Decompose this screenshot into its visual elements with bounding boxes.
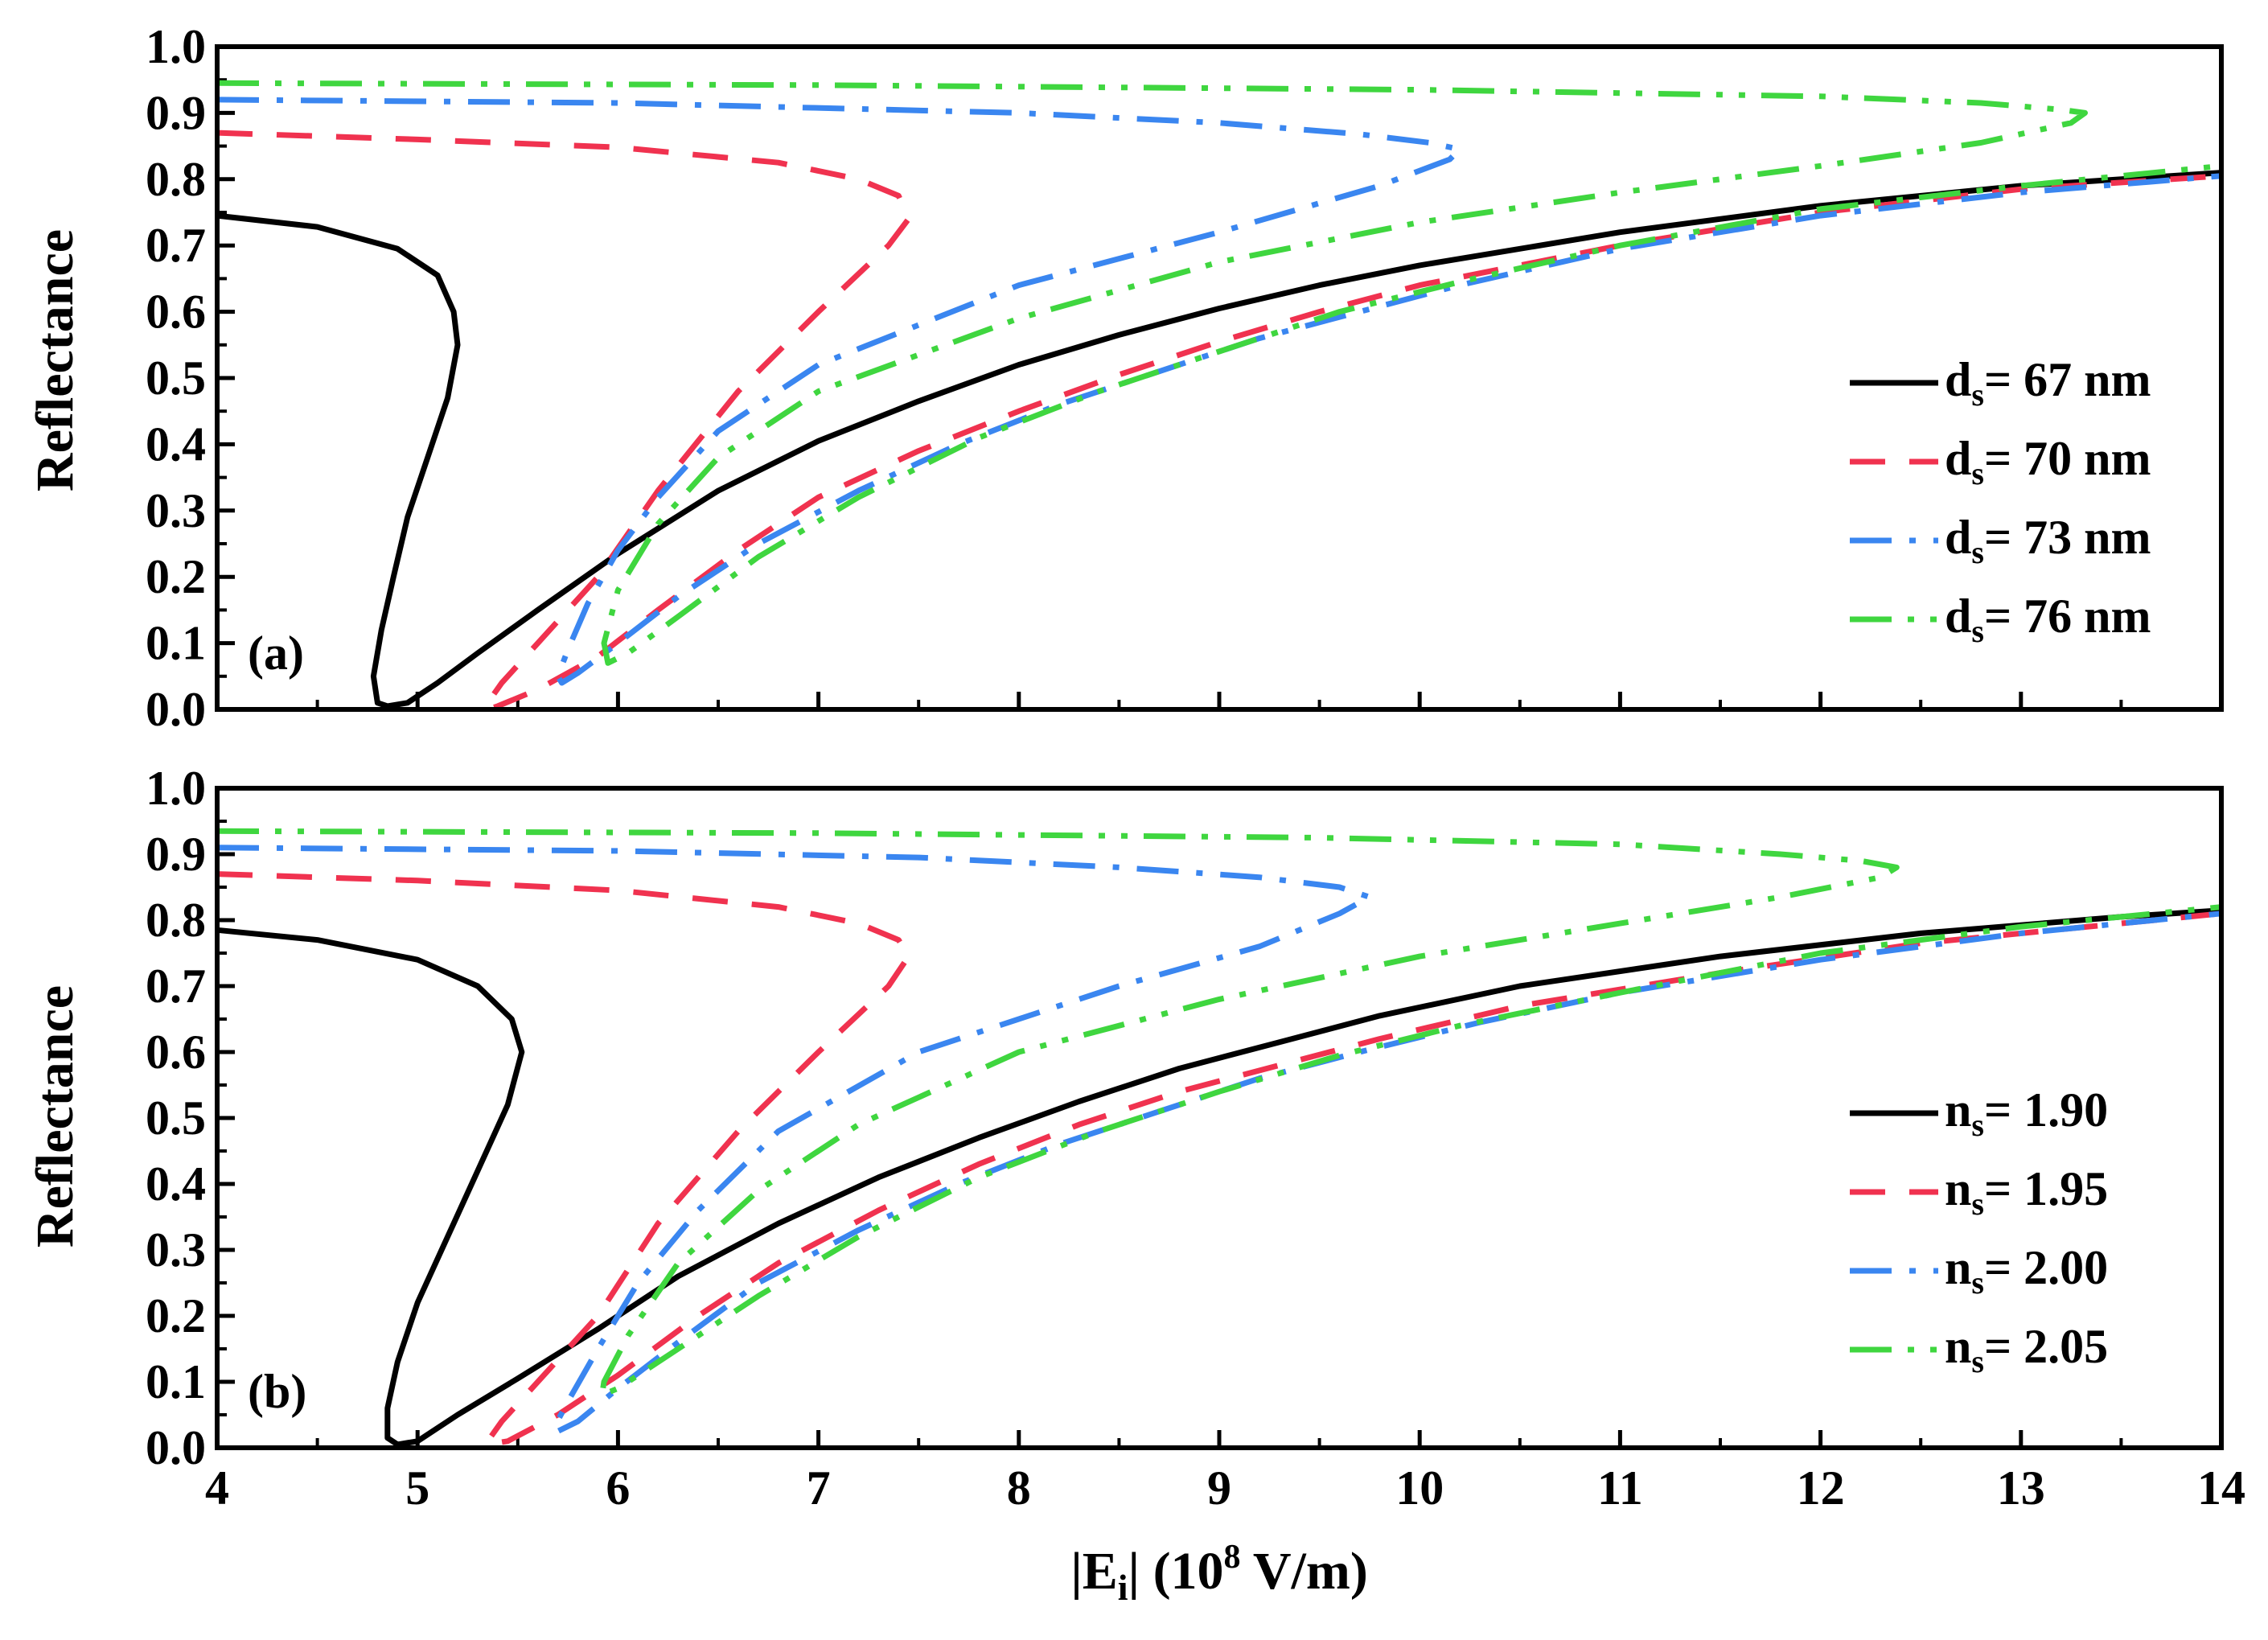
legend-label-prefix: d — [1945, 353, 1971, 406]
y-tick-label: 0.2 — [146, 1289, 206, 1342]
x-axis-title-sub: i — [1118, 1567, 1128, 1608]
series-line-black — [216, 907, 2222, 1448]
legend-label-prefix: n — [1945, 1083, 1971, 1136]
y-tick-label: 0.0 — [146, 683, 206, 736]
curves-b — [216, 828, 2222, 1448]
ticks-a: 0.0 0.1 0.2 0.3 0.4 0.5 0.6 0.7 0.8 0.9 1.0 — [146, 20, 2224, 736]
x-axis-title-main: |E — [1070, 1542, 1118, 1601]
y-tick-label: 0.0 — [146, 1421, 206, 1474]
legend-label-suffix: = 1.90 — [1984, 1083, 2108, 1136]
series-line-red — [216, 129, 2222, 713]
y-tick-label: 0.6 — [146, 286, 206, 339]
legend-label-suffix: = 70 nm — [1984, 432, 2151, 485]
y-tick-label: 0.3 — [146, 1223, 206, 1276]
y-tick-label: 0.8 — [146, 153, 206, 206]
panel-label-b: (b) — [248, 1365, 306, 1418]
legend-label-prefix: d — [1945, 432, 1971, 485]
legend-label: ds= 73 nm — [1945, 511, 2151, 570]
y-axis-title-a: Reflectance — [26, 229, 84, 491]
y-tick-label: 0.4 — [146, 1157, 206, 1210]
y-tick-label: 0.8 — [146, 894, 206, 947]
x-tick-label: 5 — [405, 1461, 429, 1515]
y-tick-label: 0.5 — [146, 1091, 206, 1145]
series-line-black — [216, 170, 2222, 709]
legend-label-sub: s — [1971, 455, 1984, 491]
legend-label-sub: s — [1971, 1343, 1984, 1379]
legend-label-prefix: d — [1945, 511, 1971, 564]
x-tick-label: 11 — [1597, 1461, 1643, 1515]
x-tick-label: 14 — [2197, 1461, 2245, 1515]
legend-label-sub: s — [1971, 534, 1984, 570]
legend-label: ds= 70 nm — [1945, 432, 2151, 491]
legend-label-suffix: = 76 nm — [1984, 590, 2151, 643]
y-tick-label: 0.7 — [146, 219, 206, 272]
x-axis-title-rest: | (10 — [1128, 1542, 1224, 1601]
legend-label-suffix: = 2.05 — [1984, 1320, 2108, 1373]
x-axis-title: |Ei| (108 V/m) — [1070, 1539, 1368, 1608]
legend-label-prefix: n — [1945, 1162, 1971, 1215]
legend-label-sub: s — [1971, 376, 1984, 413]
y-tick-label: 1.0 — [146, 20, 206, 73]
x-tick-label: 12 — [1797, 1461, 1845, 1515]
y-tick-label: 0.1 — [146, 617, 206, 670]
y-axis-title-b: Reflectance — [26, 985, 84, 1247]
y-tick-label: 0.1 — [146, 1355, 206, 1408]
x-tick-label: 13 — [1997, 1461, 2045, 1515]
curves-a — [216, 80, 2222, 713]
legend-label-prefix: n — [1945, 1241, 1971, 1294]
y-tick-label: 0.6 — [146, 1026, 206, 1079]
legend-label: ds= 76 nm — [1945, 590, 2151, 649]
series-line-blue — [216, 97, 2222, 686]
legend-label: ns= 2.00 — [1945, 1241, 2108, 1301]
legend-label: ns= 1.90 — [1945, 1083, 2108, 1143]
x-axis-title-unit: V/m) — [1241, 1542, 1368, 1601]
y-tick-label: 0.9 — [146, 86, 206, 139]
y-tick-label: 0.3 — [146, 484, 206, 537]
series-line-red — [216, 871, 2222, 1448]
legend-label: ns= 1.95 — [1945, 1162, 2108, 1222]
legend-label-suffix: = 73 nm — [1984, 511, 2151, 564]
legend-label: ns= 2.05 — [1945, 1320, 2108, 1379]
x-tick-label: 10 — [1395, 1461, 1444, 1515]
y-tick-label: 0.9 — [146, 828, 206, 881]
legend-label-suffix: = 1.95 — [1984, 1162, 2108, 1215]
x-tick-label: 8 — [1007, 1461, 1031, 1515]
legend-label-prefix: n — [1945, 1320, 1971, 1373]
legend-label-sub: s — [1971, 613, 1984, 649]
series-line-green — [216, 828, 2222, 1398]
x-tick-label: 4 — [205, 1461, 229, 1515]
legend-label-suffix: = 67 nm — [1984, 353, 2151, 406]
panel-b: Reflectance 4 5 6 7 8 9 10 11 12 13 14 0.0 0.1 0.2 0.3… — [26, 762, 2245, 1515]
panel-label-a: (a) — [248, 627, 304, 680]
y-tick-label: 0.5 — [146, 351, 206, 405]
ticks-b: 4 5 6 7 8 9 10 11 12 13 14 0.0 0.1 0.2 0.3 0.4 0.5 0.6 0.7… — [146, 762, 2245, 1515]
legend-label-sub: s — [1971, 1264, 1984, 1301]
y-tick-label: 1.0 — [146, 762, 206, 815]
y-tick-label: 0.7 — [146, 960, 206, 1013]
legend-label-sub: s — [1971, 1186, 1984, 1222]
x-tick-label: 7 — [807, 1461, 831, 1515]
plot-frame-a — [215, 44, 2224, 712]
x-tick-label: 6 — [606, 1461, 630, 1515]
x-tick-label: 9 — [1207, 1461, 1231, 1515]
panel-a: Reflectance 0.00.10.20.30.40.50.60.70.80… — [26, 20, 2224, 736]
series-line-green — [216, 80, 2222, 666]
x-axis-title-sup: 8 — [1224, 1539, 1241, 1576]
legend-label-suffix: = 2.00 — [1984, 1241, 2108, 1294]
y-tick-label: 0.4 — [146, 417, 206, 471]
legend-label-prefix: d — [1945, 590, 1971, 643]
legend-label: ds= 67 nm — [1945, 353, 2151, 413]
plot-frame-b — [215, 786, 2224, 1450]
legend-label-sub: s — [1971, 1107, 1984, 1143]
y-tick-label: 0.2 — [146, 550, 206, 603]
